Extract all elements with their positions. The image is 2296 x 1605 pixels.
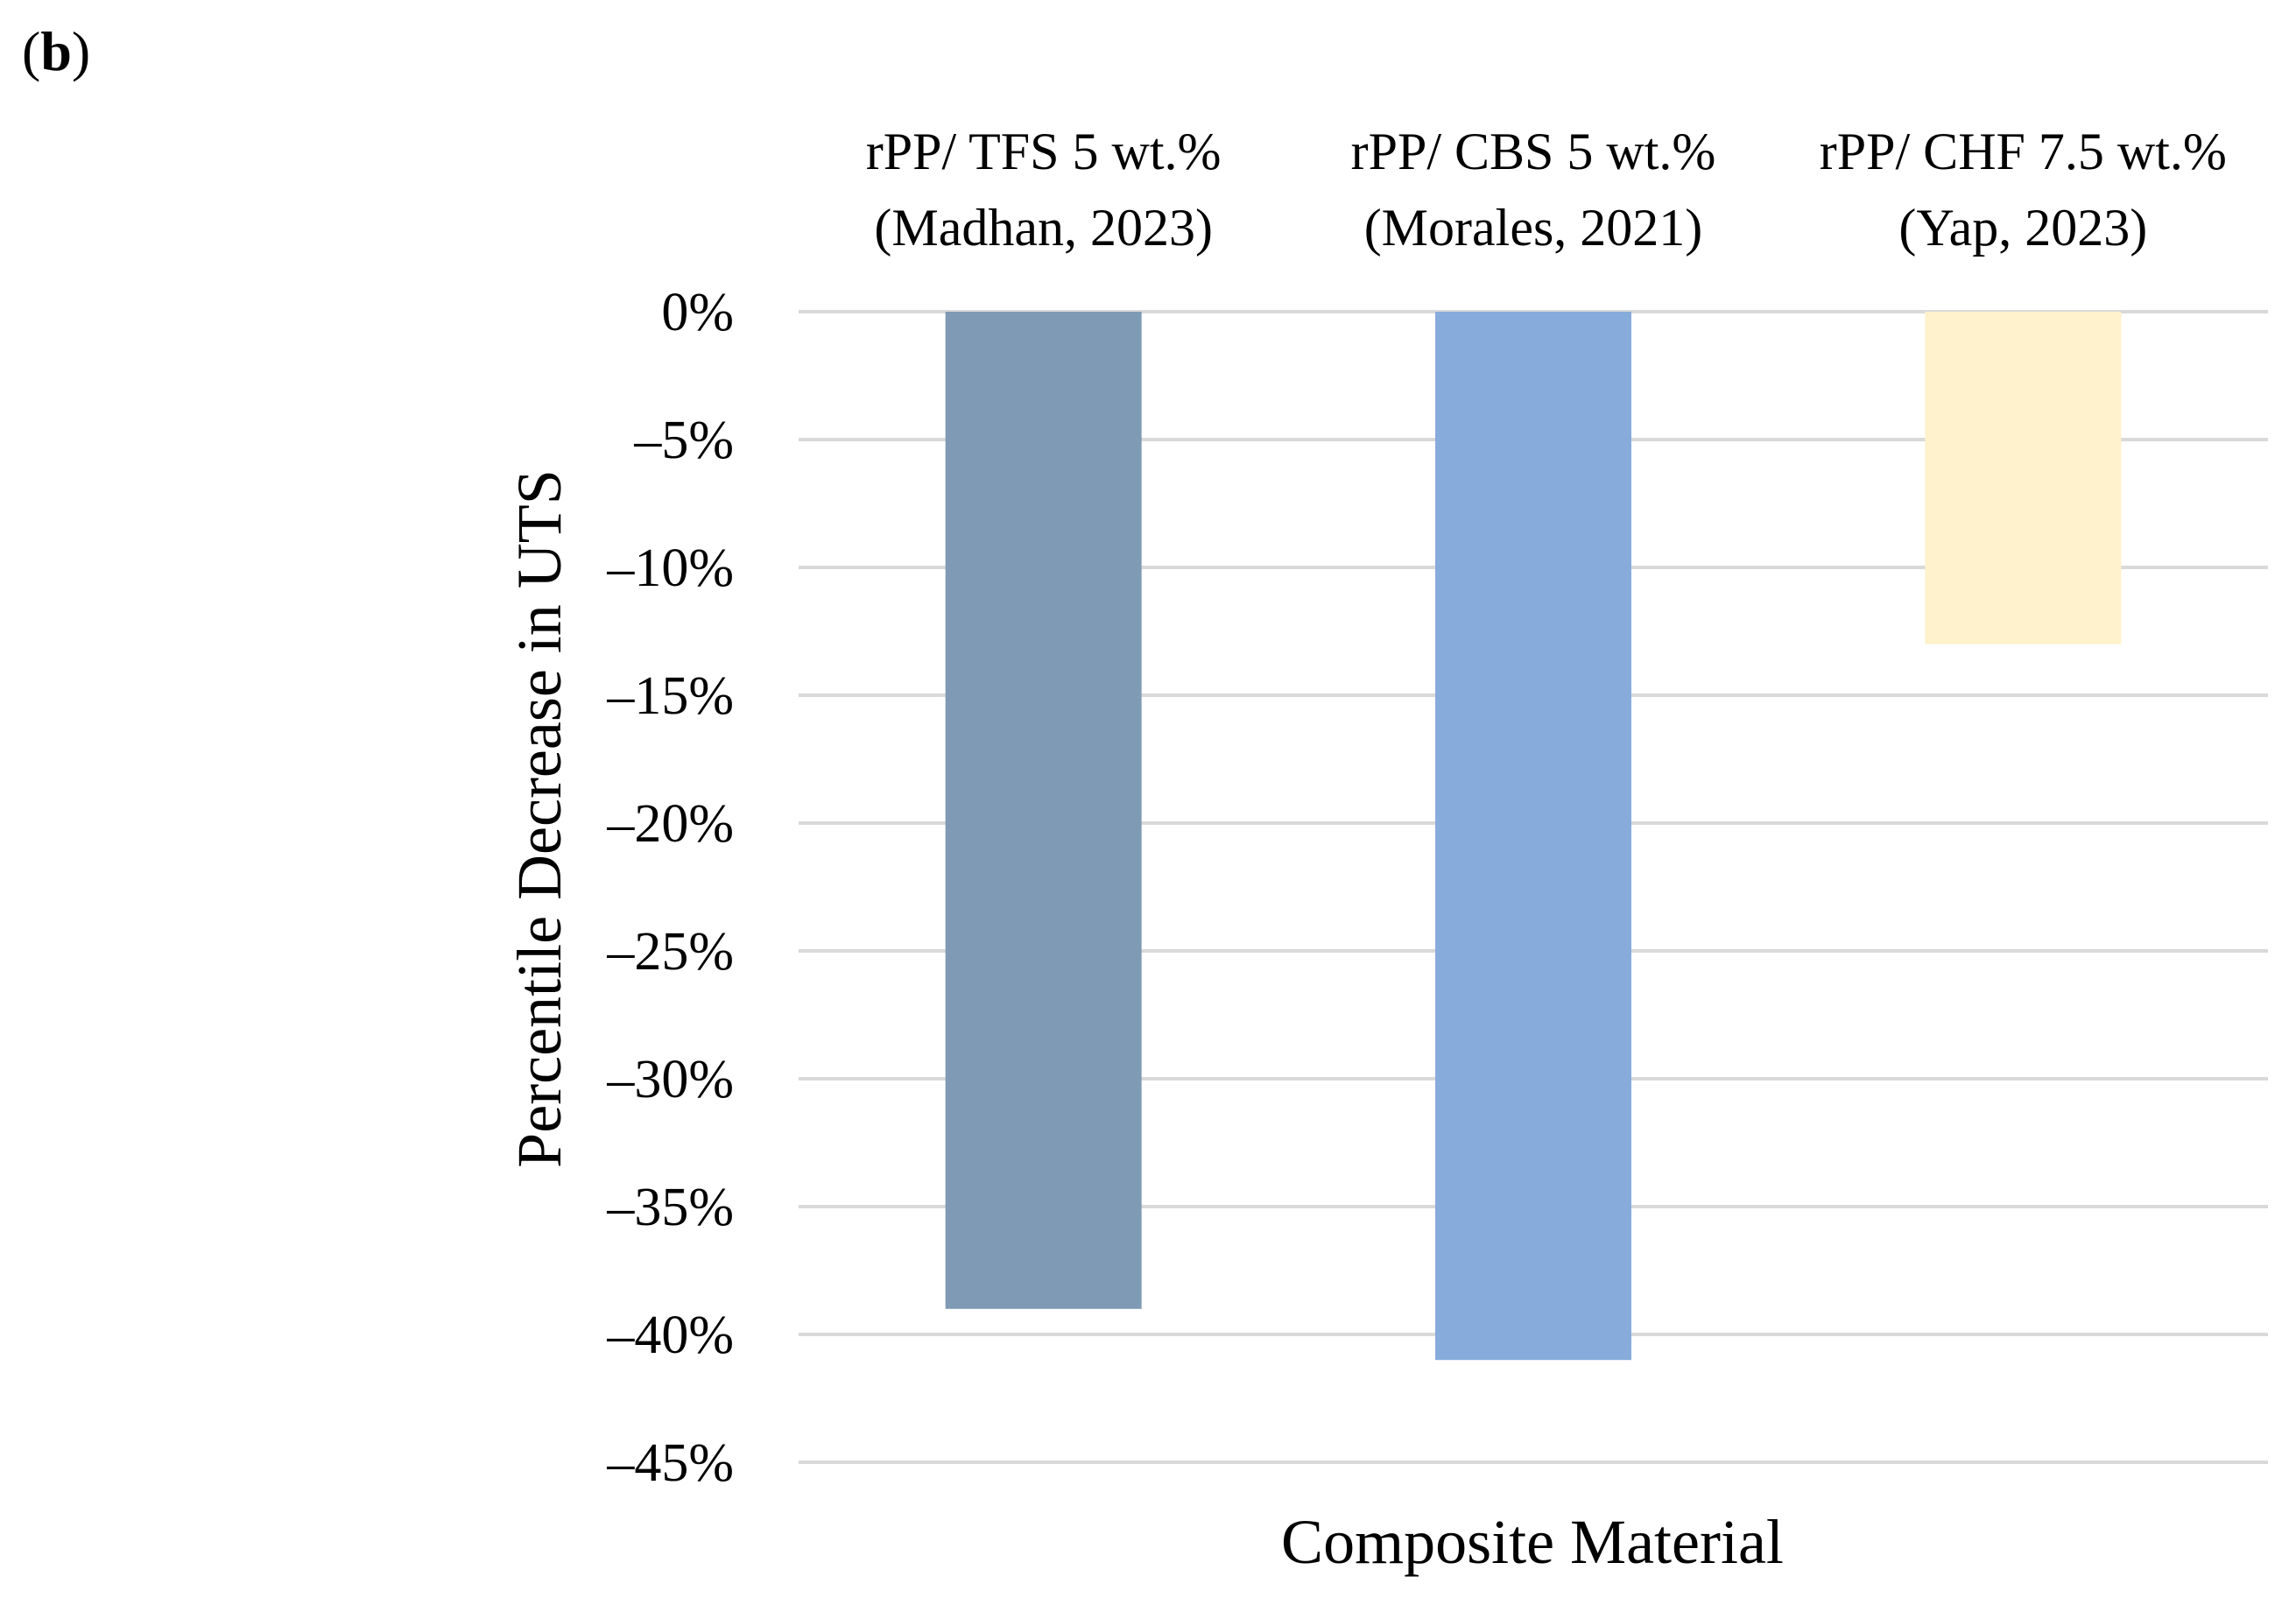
y-tick-label: –35%: [606, 1178, 734, 1237]
category-labels: rPP/ TFS 5 wt.% (Madhan, 2023) rPP/ CBS 5 …: [866, 123, 2227, 257]
bar: [946, 312, 1142, 1309]
category-label-line2: (Morales, 2021): [1364, 199, 1703, 257]
panel-label-open: (: [22, 20, 40, 82]
bar-chart: (b) 0% –5% –10% –15% –20% –25% –30% –35% –40% –45…: [0, 0, 2296, 1605]
y-tick-label: –20%: [606, 794, 734, 854]
category-label-line1: rPP/ TFS 5 wt.%: [866, 123, 1222, 180]
category-label-line1: rPP/ CBS 5 wt.%: [1351, 123, 1716, 180]
category-label-line1: rPP/ CHF 7.5 wt.%: [1820, 123, 2227, 180]
y-tick-label: –30%: [606, 1050, 734, 1109]
y-tick-label: –45%: [606, 1433, 734, 1493]
y-tick-label: –10%: [606, 539, 734, 598]
panel-label: (b): [22, 20, 90, 82]
y-tick-label: 0%: [661, 283, 734, 342]
category-label-line2: (Yap, 2023): [1898, 199, 2147, 257]
bar: [1925, 312, 2121, 644]
panel-label-close: ): [72, 20, 90, 82]
category-label-line2: (Madhan, 2023): [874, 199, 1213, 257]
y-axis-title: Percentile Decrease in UTS: [504, 469, 574, 1168]
y-tick-label: –40%: [606, 1306, 734, 1365]
x-axis-title: Composite Material: [1281, 1507, 1784, 1577]
y-tick-label: –15%: [606, 666, 734, 726]
y-tick-label: –5%: [633, 411, 734, 470]
y-tick-labels: 0% –5% –10% –15% –20% –25% –30% –35% –40% –45%: [606, 283, 734, 1493]
bar: [1435, 312, 1631, 1360]
panel-label-letter: b: [40, 20, 72, 82]
bars: [946, 312, 2122, 1360]
y-tick-label: –25%: [606, 922, 734, 982]
